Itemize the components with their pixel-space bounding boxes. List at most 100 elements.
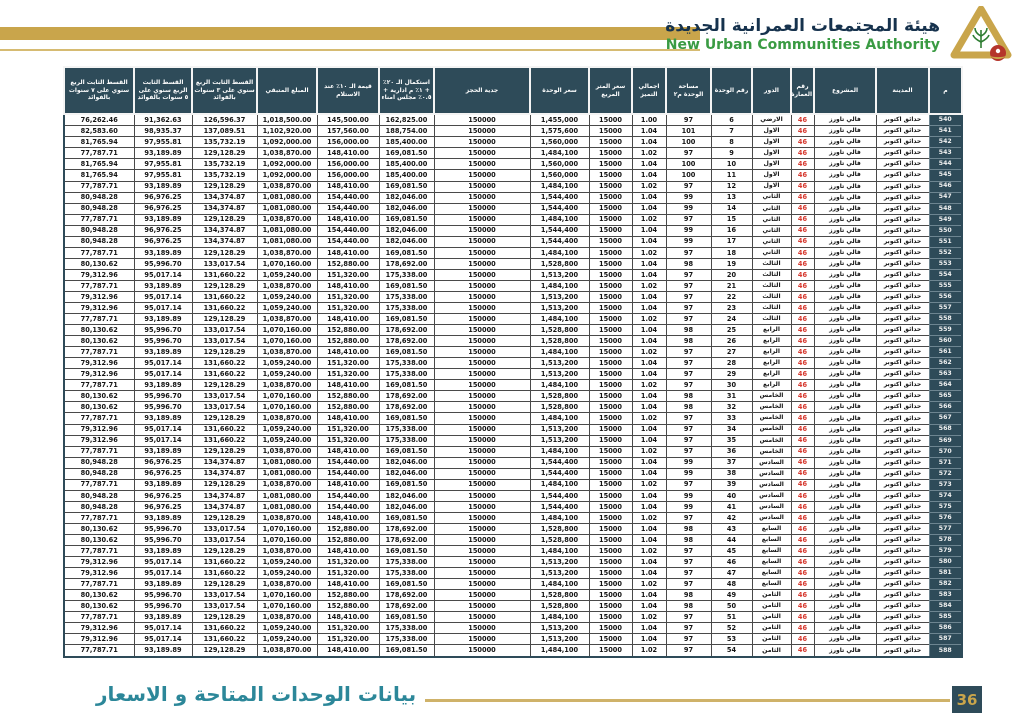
- cell-floor: الاول: [751, 136, 792, 149]
- cell-installment-3y: 134,374.87: [191, 456, 258, 469]
- cell-remaining-amount: 1,059,240.00: [256, 368, 318, 381]
- cell-unit-no: 36: [710, 445, 753, 458]
- cell-unit-no: 14: [710, 202, 753, 215]
- cell-reservation-deposit: 150000: [433, 456, 531, 469]
- cell-installment-5y: 93,189.89: [133, 180, 193, 193]
- cell-unit-area: 97: [665, 379, 712, 392]
- cell-completion-20pct: 178,692.00: [378, 324, 435, 337]
- cell-remaining-amount: 1,038,870.00: [256, 213, 318, 226]
- cell-installment-3y: 129,128.29: [191, 180, 258, 193]
- cell-floor: الاول: [751, 125, 792, 138]
- cell-floor: الثامن: [751, 622, 792, 635]
- cell-installment-3y: 131,660.22: [191, 268, 258, 281]
- cell-city: حدائق اكتوبر: [875, 379, 930, 392]
- cell-installment-7y: 79,312.96: [63, 567, 135, 580]
- cell-building-no: 46: [790, 180, 815, 193]
- cell-completion-20pct: 178,692.00: [378, 533, 435, 547]
- cell-installment-7y: 77,787.71: [63, 180, 135, 193]
- cell-premium-total: 1.02: [631, 246, 667, 259]
- table-row: 543 حدائق اكتوبر فالي تاورز 46 الاول 9 97 1.02 1…: [63, 147, 963, 160]
- cell-city: حدائق اكتوبر: [875, 257, 930, 270]
- cell-installment-3y: 134,374.87: [191, 202, 258, 215]
- cell-completion-20pct: 178,692.00: [378, 522, 435, 536]
- cell-project: فالي تاورز: [813, 445, 877, 458]
- cell-installment-5y: 96,976.25: [133, 191, 193, 204]
- cell-remaining-amount: 1,070,160.00: [256, 522, 318, 536]
- cell-delivery-10pct: 151,320.00: [316, 556, 380, 569]
- cell-unit-no: 9: [710, 147, 753, 160]
- cell-delivery-10pct: 151,320.00: [316, 368, 380, 381]
- cell-delivery-10pct: 152,880.00: [316, 335, 380, 348]
- cell-installment-7y: 77,787.71: [63, 213, 135, 226]
- cell-remaining-amount: 1,059,240.00: [256, 434, 318, 447]
- cell-floor: الخامس: [751, 401, 792, 414]
- cell-row-id: 550: [928, 224, 963, 237]
- cell-completion-20pct: 182,046.00: [378, 467, 435, 480]
- cell-row-id: 542: [928, 136, 963, 149]
- cell-city: حدائق اكتوبر: [875, 279, 930, 292]
- cell-premium-total: 1.04: [631, 357, 667, 370]
- cell-installment-5y: 95,996.70: [133, 600, 193, 613]
- cell-installment-3y: 131,660.22: [191, 556, 258, 569]
- cell-completion-20pct: 185,400.00: [378, 158, 435, 171]
- cell-row-id: 577: [928, 522, 963, 536]
- cell-reservation-deposit: 150000: [433, 556, 531, 569]
- cell-unit-area: 97: [665, 302, 712, 315]
- cell-city: حدائق اكتوبر: [875, 290, 930, 304]
- cell-delivery-10pct: 152,880.00: [316, 324, 380, 337]
- cell-remaining-amount: 1,070,160.00: [256, 335, 318, 348]
- cell-delivery-10pct: 148,410.00: [316, 313, 380, 326]
- cell-unit-no: 21: [710, 279, 753, 292]
- cell-installment-3y: 129,128.29: [191, 545, 258, 558]
- cell-installment-3y: 133,017.54: [191, 335, 258, 348]
- cell-completion-20pct: 178,692.00: [378, 390, 435, 403]
- cell-building-no: 46: [790, 368, 815, 381]
- cell-installment-5y: 95,017.14: [133, 290, 193, 304]
- cell-city: حدائق اكتوبر: [875, 589, 930, 602]
- cell-unit-price: 1,513,200: [529, 302, 590, 315]
- table-row: 552 حدائق اكتوبر فالي تاورز 46 الثاني 18 97 1.0…: [63, 246, 963, 259]
- cell-premium-total: 1.04: [631, 169, 667, 182]
- cell-installment-3y: 134,374.87: [191, 235, 258, 248]
- cell-remaining-amount: 1,070,160.00: [256, 401, 318, 414]
- cell-unit-price: 1,484,100: [529, 478, 590, 491]
- cell-installment-5y: 95,996.70: [133, 324, 193, 337]
- cell-installment-5y: 95,017.14: [133, 302, 193, 315]
- cell-city: حدائق اكتوبر: [875, 401, 930, 414]
- cell-meter-price: 15000: [588, 567, 633, 580]
- cell-meter-price: 15000: [588, 578, 633, 591]
- cell-remaining-amount: 1,059,240.00: [256, 633, 318, 646]
- cell-installment-7y: 77,787.71: [63, 478, 135, 491]
- table-header-row: م المدينة المشروع رقم العمارة الدور رقم الوحد…: [63, 66, 963, 115]
- cell-delivery-10pct: 148,410.00: [316, 213, 380, 226]
- table-row: 555 حدائق اكتوبر فالي تاورز 46 الثالث 21 97 1.0…: [63, 279, 963, 292]
- cell-building-no: 46: [790, 533, 815, 547]
- cell-installment-7y: 79,312.96: [63, 633, 135, 646]
- table-row: 559 حدائق اكتوبر فالي تاورز 46 الرابع 25 98 1.0…: [63, 324, 963, 337]
- cell-project: فالي تاورز: [813, 379, 877, 392]
- table-row: 565 حدائق اكتوبر فالي تاورز 46 الخامس 31 98 1.0…: [63, 390, 963, 403]
- cell-building-no: 46: [790, 302, 815, 315]
- cell-installment-7y: 80,130.62: [63, 335, 135, 348]
- cell-installment-5y: 96,976.25: [133, 489, 193, 502]
- cell-reservation-deposit: 150000: [433, 500, 531, 513]
- cell-unit-price: 1,560,000: [529, 158, 590, 171]
- cell-project: فالي تاورز: [813, 169, 877, 182]
- table-row: 542 حدائق اكتوبر فالي تاورز 46 الاول 8 100 1.04…: [63, 136, 963, 149]
- cell-completion-20pct: 178,692.00: [378, 335, 435, 348]
- table-row: 563 حدائق اكتوبر فالي تاورز 46 الرابع 29 97 1.0…: [63, 368, 963, 381]
- cell-delivery-10pct: 148,410.00: [316, 412, 380, 425]
- cell-completion-20pct: 178,692.00: [378, 589, 435, 602]
- cell-building-no: 46: [790, 633, 815, 646]
- cell-unit-area: 97: [665, 511, 712, 524]
- cell-installment-3y: 129,128.29: [191, 611, 258, 624]
- cell-row-id: 562: [928, 357, 963, 370]
- cell-premium-total: 1.04: [631, 290, 667, 304]
- cell-meter-price: 15000: [588, 147, 633, 160]
- cell-premium-total: 1.02: [631, 279, 667, 292]
- cell-row-id: 573: [928, 478, 963, 491]
- cell-completion-20pct: 188,754.00: [378, 125, 435, 138]
- cell-delivery-10pct: 154,440.00: [316, 202, 380, 215]
- cell-installment-5y: 93,189.89: [133, 578, 193, 591]
- cell-delivery-10pct: 151,320.00: [316, 268, 380, 281]
